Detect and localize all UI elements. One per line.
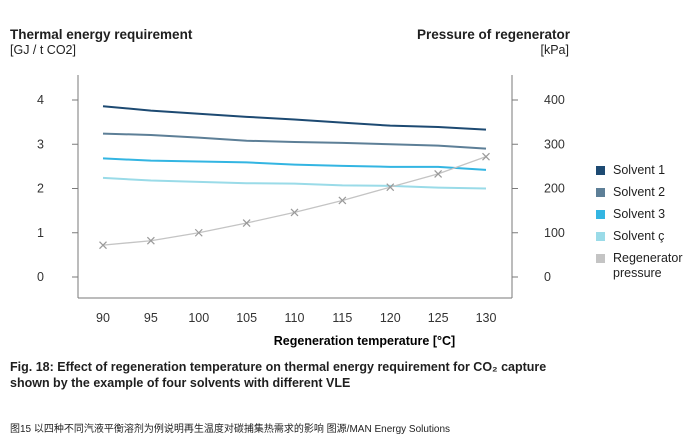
legend-swatch: [596, 210, 605, 219]
legend-item: Solvent 2: [596, 185, 683, 200]
x-tick-label: 130: [476, 311, 497, 325]
x-tick-label: 110: [285, 311, 305, 325]
legend-item: Solvent 3: [596, 207, 683, 222]
x-marker-stroke: [146, 236, 155, 245]
legend: Solvent 1 Solvent 2 Solvent 3 Solvent ç Rege…: [596, 163, 683, 288]
pressure-markers: [99, 152, 490, 250]
legend-label: Solvent 1: [613, 163, 666, 177]
x-axis-title: Regeneration temperature [°C]: [274, 334, 455, 348]
pressure-point: [290, 208, 299, 217]
series-line-5: [102, 156, 487, 246]
axis-frame: [77, 75, 513, 299]
right-axis-ticks: 0 100 200 300 400: [512, 93, 565, 284]
series-lines: [102, 105, 487, 246]
left-tick-label: 2: [37, 182, 44, 196]
legend-label: Solvent 2: [613, 185, 666, 199]
right-tick-label: 200: [544, 182, 565, 196]
legend-swatch: [596, 188, 605, 197]
legend-label: Solvent 3: [613, 207, 666, 221]
legend-item: Regenerator pressure: [596, 251, 683, 281]
source-note: 图15 以四种不同汽液平衡溶剂为例说明再生温度对碳捕集热需求的影响 图源/MAN…: [10, 424, 451, 435]
x-tick-label: 120: [380, 311, 401, 325]
pressure-point: [386, 183, 395, 192]
pressure-point: [194, 228, 203, 237]
right-tick-label: 400: [544, 93, 565, 107]
left-axis-ticks: 0 1 2 3 4: [37, 93, 78, 284]
x-tick-label: 105: [236, 311, 257, 325]
x-marker-stroke: [99, 241, 107, 250]
caption-line-1: Fig. 18: Effect of regeneration temperat…: [10, 360, 547, 374]
x-marker-stroke: [338, 196, 347, 205]
right-axis-title: Pressure of regenerator: [416, 27, 570, 42]
legend-swatch: [596, 254, 605, 263]
right-tick-label: 0: [544, 270, 551, 284]
x-marker-stroke: [482, 152, 490, 161]
pressure-point: [146, 236, 155, 245]
series-line-1: [102, 105, 487, 131]
left-axis-title: Thermal energy requirement: [10, 27, 193, 42]
legend-label: Regenerator pressure: [613, 251, 683, 280]
legend-item: Solvent 1: [596, 163, 683, 178]
left-tick-label: 3: [37, 137, 44, 151]
legend-swatch: [596, 166, 605, 175]
pressure-point: [434, 169, 443, 178]
pressure-point: [99, 241, 107, 250]
right-axis-unit: [kPa]: [540, 43, 570, 57]
legend-item: Solvent ç: [596, 229, 683, 244]
legend-swatch: [596, 232, 605, 241]
legend-label: Solvent ç: [613, 229, 665, 243]
x-axis-ticks: 90 95 100 105 110 115 120 125 130: [96, 311, 496, 325]
figure-caption: Fig. 18: Effect of regeneration temperat…: [10, 359, 690, 391]
x-tick-label: 125: [428, 311, 449, 325]
x-marker-stroke: [290, 208, 299, 217]
series-line-2: [102, 132, 487, 150]
pressure-point: [338, 196, 347, 205]
pressure-point: [242, 219, 251, 227]
caption-line-2: shown by the example of four solvents wi…: [10, 376, 351, 390]
x-tick-label: 100: [188, 311, 209, 325]
left-tick-label: 0: [37, 270, 44, 284]
series-line-4: [102, 176, 487, 190]
x-tick-label: 115: [332, 311, 352, 325]
x-marker-stroke: [194, 228, 203, 237]
series-line-3: [102, 157, 487, 171]
left-axis-unit: [GJ / t CO2]: [10, 43, 76, 57]
right-tick-label: 300: [544, 137, 565, 151]
x-marker-stroke: [434, 169, 443, 178]
pressure-point: [482, 152, 490, 161]
x-marker-stroke: [242, 219, 251, 227]
x-tick-label: 90: [96, 311, 110, 325]
x-marker-stroke: [386, 183, 395, 192]
right-tick-label: 100: [544, 226, 565, 240]
left-tick-label: 4: [37, 93, 44, 107]
x-tick-label: 95: [144, 311, 158, 325]
left-tick-label: 1: [37, 226, 44, 240]
